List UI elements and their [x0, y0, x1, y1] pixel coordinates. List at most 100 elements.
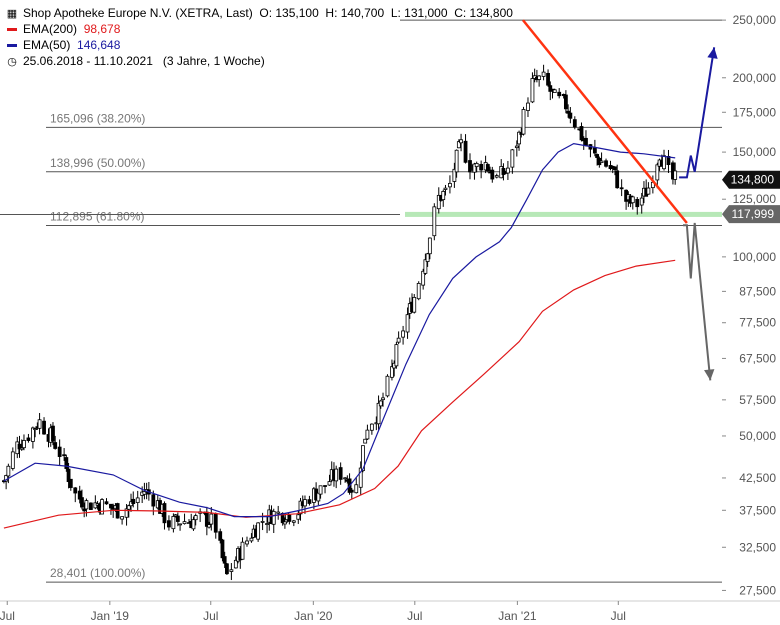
- candle-body: [80, 497, 84, 508]
- y-tick-label: 27,500: [739, 583, 776, 597]
- candle-body: [57, 446, 62, 457]
- period-info: ◷ 25.06.2018 - 11.10.2021 (3 Jahre, 1 Woc…: [6, 53, 265, 70]
- legend-ema200[interactable]: EMA(200) 98,678: [6, 21, 120, 37]
- candle-body: [213, 513, 218, 533]
- candle-body: [323, 485, 327, 487]
- candle-body: [613, 166, 617, 170]
- candle-body: [662, 155, 666, 170]
- candle-body: [595, 154, 600, 158]
- candle-body: [537, 75, 542, 80]
- candle-body: [66, 468, 71, 483]
- candle-body: [82, 508, 87, 512]
- candle-body: [271, 511, 276, 525]
- ema200-label: EMA(200): [23, 22, 78, 36]
- candle-body: [510, 149, 515, 168]
- candle-body: [33, 428, 38, 431]
- candle-body: [240, 541, 245, 560]
- last-price-tag-label: 134,800: [731, 173, 775, 187]
- candle-body: [68, 478, 73, 488]
- candle-body: [249, 537, 254, 542]
- candle-body: [552, 89, 557, 93]
- y-tick-label: 175,000: [733, 105, 777, 119]
- candle-body: [358, 467, 363, 488]
- x-tick-label: Jul: [407, 609, 422, 623]
- candle-body: [405, 314, 410, 333]
- candle-body: [599, 160, 604, 163]
- candle-body: [30, 427, 35, 442]
- candle-body: [548, 85, 553, 92]
- low-value: L: 131,000: [390, 6, 448, 20]
- candle-body: [173, 514, 178, 517]
- candle-body: [53, 442, 58, 449]
- y-tick-label: 100,000: [733, 250, 777, 264]
- candle-body: [307, 499, 312, 504]
- candle-body: [229, 569, 234, 572]
- candle-body: [26, 437, 31, 441]
- candle-body: [526, 102, 530, 111]
- candle-body: [354, 484, 359, 494]
- candle-body: [385, 375, 390, 397]
- candle-body: [225, 563, 229, 575]
- candle-body: [245, 540, 249, 545]
- candle-body: [381, 397, 385, 401]
- x-tick-label: Jan '21: [498, 609, 537, 623]
- last-price-tag-bg: [722, 170, 780, 189]
- candle-body: [421, 270, 426, 286]
- candle-body: [42, 420, 46, 435]
- period-span: (3 Jahre, 1 Woche): [162, 54, 265, 68]
- ema200-line: [3, 259, 676, 529]
- candle-body: [456, 141, 461, 149]
- candle-body: [363, 438, 368, 444]
- y-tick-label: 37,500: [739, 503, 776, 517]
- clock-icon: ◷: [7, 56, 17, 68]
- candle-body: [514, 145, 519, 149]
- candle-body: [619, 187, 624, 190]
- candle-body: [282, 521, 287, 525]
- candle-body: [171, 516, 176, 530]
- legend-ema50[interactable]: EMA(50) 146,648: [6, 37, 120, 53]
- candle-body: [193, 515, 198, 521]
- candle-body: [151, 494, 156, 507]
- fib-level-label: 28,401 (100.00%): [50, 566, 145, 580]
- candle-body: [142, 491, 147, 495]
- x-axis: Jul Jan '19 Jul Jan '20 Jul Jan '21 Jul: [0, 600, 780, 623]
- scenario-path: [679, 47, 716, 179]
- candle-body: [639, 197, 644, 206]
- candle-body: [135, 497, 140, 503]
- candle-body: [124, 508, 129, 518]
- candle-body: [104, 501, 109, 505]
- candle-body: [296, 514, 301, 520]
- y-tick-label: 67,500: [739, 351, 776, 365]
- candle-body: [454, 149, 459, 173]
- candle-body: [472, 163, 477, 173]
- candle-body: [218, 531, 223, 541]
- candle-body: [563, 94, 568, 110]
- y-tick-label: 50,000: [739, 429, 776, 443]
- y-tick-label: 250,000: [733, 13, 777, 27]
- candle-body: [441, 191, 446, 201]
- candle-body: [191, 519, 196, 530]
- candle-body: [291, 520, 296, 523]
- candle-body: [37, 419, 42, 429]
- candle-body: [167, 520, 171, 528]
- x-tick-label: Jul: [0, 609, 15, 623]
- candle-body: [572, 119, 577, 128]
- candle-body: [494, 175, 499, 178]
- chart-type-icon[interactable]: ▦: [6, 8, 18, 20]
- candle-body: [207, 524, 211, 528]
- candle-body: [338, 467, 343, 480]
- candle-body: [396, 337, 401, 343]
- candle-body: [276, 511, 281, 514]
- period-range: 25.06.2018 - 11.10.2021: [23, 54, 153, 68]
- support-zone: [405, 211, 722, 217]
- candle-body: [349, 489, 354, 493]
- high-value: H: 140,700: [325, 6, 385, 20]
- candle-body: [459, 139, 463, 144]
- candle-body: [126, 505, 131, 510]
- candle-body: [88, 502, 93, 510]
- x-tick-label: Jul: [611, 609, 626, 623]
- open-value: O: 135,100: [259, 6, 319, 20]
- y-tick-label: 42,500: [739, 471, 776, 485]
- candle-body: [579, 126, 584, 141]
